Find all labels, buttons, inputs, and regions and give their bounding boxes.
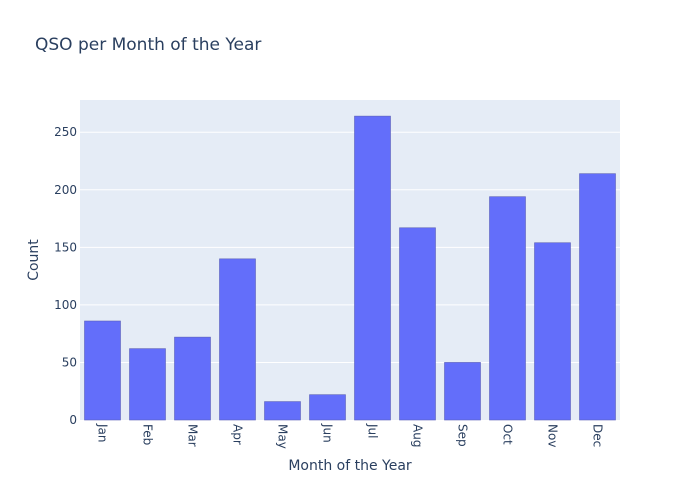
y-axis-title: Count [26, 239, 42, 281]
bars [84, 115, 616, 421]
x-tick-label: Sep [456, 424, 470, 447]
x-tick-label: Oct [501, 424, 515, 445]
bar-dec [579, 173, 616, 421]
y-tick-label: 250 [54, 125, 77, 139]
bar-jul [354, 115, 391, 421]
bar-oct [489, 196, 526, 421]
bar-may [264, 401, 301, 421]
x-tick-label: Apr [231, 424, 245, 445]
bar-apr [219, 258, 256, 421]
bar-nov [534, 242, 571, 421]
bar-aug [399, 227, 436, 421]
x-tick-label: Mar [186, 424, 200, 447]
plot-area [80, 100, 620, 420]
bar-jan [84, 320, 121, 421]
x-tick-label: May [276, 424, 290, 449]
gridlines [80, 131, 620, 363]
y-tick-label: 100 [54, 298, 77, 312]
y-tick-label: 50 [62, 355, 77, 369]
bar-jun [309, 394, 346, 421]
y-tick-label: 0 [69, 413, 77, 427]
x-tick-label: Jan [96, 423, 110, 443]
y-tick-label: 150 [54, 240, 77, 254]
chart-title: QSO per Month of the Year [35, 35, 261, 55]
x-tick-label: Aug [411, 424, 425, 447]
x-tick-label: Dec [591, 424, 605, 447]
x-tick-label: Nov [546, 424, 560, 447]
y-axis-ticks: 0 50 100 150 200 250 [54, 125, 77, 427]
x-axis-title: Month of the Year [288, 458, 412, 474]
x-tick-label: Feb [141, 424, 155, 445]
bar-sep [444, 362, 481, 421]
x-tick-label: Jul [366, 423, 380, 438]
bar-feb [129, 348, 166, 421]
x-tick-label: Jun [321, 423, 335, 443]
bar-mar [174, 336, 211, 421]
y-tick-label: 200 [54, 183, 77, 197]
x-axis-ticks: Jan Feb Mar Apr May Jun Jul Aug Sep Oct Nov Dec [96, 423, 605, 449]
